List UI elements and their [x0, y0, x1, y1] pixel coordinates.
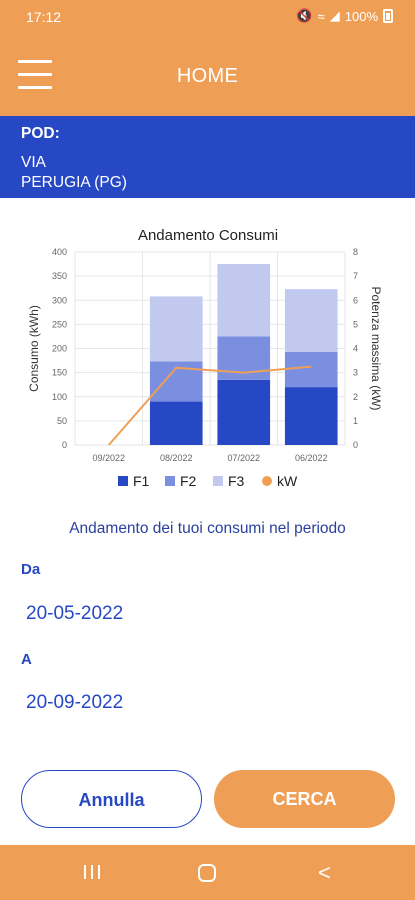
- system-nav-bar: <: [0, 845, 415, 900]
- consumption-chart: Andamento Consumi 0 50 100 150 200 250 300 350 40…: [0, 215, 415, 500]
- y-tick-label: 400: [52, 247, 67, 257]
- app-bar: HOME: [0, 34, 415, 116]
- battery-percent: 100%: [344, 8, 378, 24]
- x-tick-label: 09/2022: [92, 453, 125, 463]
- from-label: Da: [21, 561, 41, 578]
- x-tick-label: 06/2022: [295, 453, 328, 463]
- y-tick-label: 350: [52, 271, 67, 281]
- bar-f2: [284, 351, 338, 388]
- period-title: Andamento dei tuoi consumi nel periodo: [69, 520, 346, 537]
- status-time: 17:12: [26, 9, 62, 25]
- mute-icon: 🔇: [296, 8, 313, 23]
- pod-label: POD:: [21, 125, 60, 142]
- chart-title: Andamento Consumi: [138, 227, 278, 244]
- status-icons: 🔇 ≈ ◢ 100%: [296, 8, 393, 24]
- y2-tick-label: 7: [353, 271, 358, 281]
- y-tick-label: 0: [62, 440, 67, 450]
- cancel-button[interactable]: Annulla: [21, 770, 202, 828]
- y2-tick-label: 5: [353, 319, 358, 329]
- consumption-chart-svg: Andamento Consumi05010015020025030035040…: [27, 227, 383, 489]
- bar-f3: [149, 296, 203, 362]
- status-bar: 17:12 🔇 ≈ ◢ 100%: [0, 0, 415, 34]
- y2-tick-label: 1: [353, 416, 358, 426]
- x-tick-label: 08/2022: [160, 453, 193, 463]
- y2-axis-label: Potenza massima (kW): [369, 286, 383, 410]
- search-button[interactable]: CERCA: [214, 770, 395, 828]
- wifi-icon: ≈: [317, 8, 325, 24]
- recent-apps-icon[interactable]: [84, 865, 100, 879]
- y2-tick-label: 8: [353, 247, 358, 257]
- bar-f3: [284, 289, 338, 352]
- y-tick-label: 150: [52, 368, 67, 378]
- bar-f1: [284, 387, 338, 445]
- legend-label-kw: kW: [277, 473, 298, 489]
- legend-swatch-f2: [165, 476, 175, 486]
- legend-swatch-f3: [213, 476, 223, 486]
- legend-label-f1: F1: [133, 473, 150, 489]
- y-tick-label: 100: [52, 392, 67, 402]
- to-date-field[interactable]: 20-09-2022: [26, 692, 124, 713]
- y-tick-label: 300: [52, 295, 67, 305]
- y-tick-label: 250: [52, 319, 67, 329]
- pod-address-line1: VIA: [21, 154, 46, 171]
- y-tick-label: 50: [57, 416, 67, 426]
- legend-label-f2: F2: [180, 473, 197, 489]
- y2-tick-label: 4: [353, 344, 358, 354]
- back-icon[interactable]: <: [318, 860, 331, 885]
- pod-address-line2: PERUGIA (PG): [21, 174, 127, 191]
- pod-panel: POD: VIA PERUGIA (PG): [0, 116, 415, 198]
- y2-tick-label: 6: [353, 295, 358, 305]
- bar-f1: [149, 401, 203, 445]
- legend-swatch-f1: [118, 476, 128, 486]
- x-tick-label: 07/2022: [227, 453, 260, 463]
- bar-f3: [217, 264, 271, 337]
- battery-icon: [383, 9, 393, 23]
- legend-swatch-kw: [262, 476, 272, 486]
- y-axis-label: Consumo (kWh): [27, 305, 41, 392]
- to-label: A: [21, 651, 32, 668]
- from-date-field[interactable]: 20-05-2022: [26, 603, 124, 624]
- series-line-kw: [107, 365, 312, 446]
- y2-tick-label: 2: [353, 392, 358, 402]
- home-icon[interactable]: [198, 864, 216, 882]
- y-tick-label: 200: [52, 344, 67, 354]
- y2-tick-label: 0: [353, 440, 358, 450]
- legend-label-f3: F3: [228, 473, 245, 489]
- hamburger-menu-icon[interactable]: [18, 60, 52, 90]
- y2-tick-label: 3: [353, 368, 358, 378]
- page-title: HOME: [176, 65, 239, 87]
- signal-icon: ◢: [329, 8, 340, 23]
- bar-f1: [217, 379, 271, 445]
